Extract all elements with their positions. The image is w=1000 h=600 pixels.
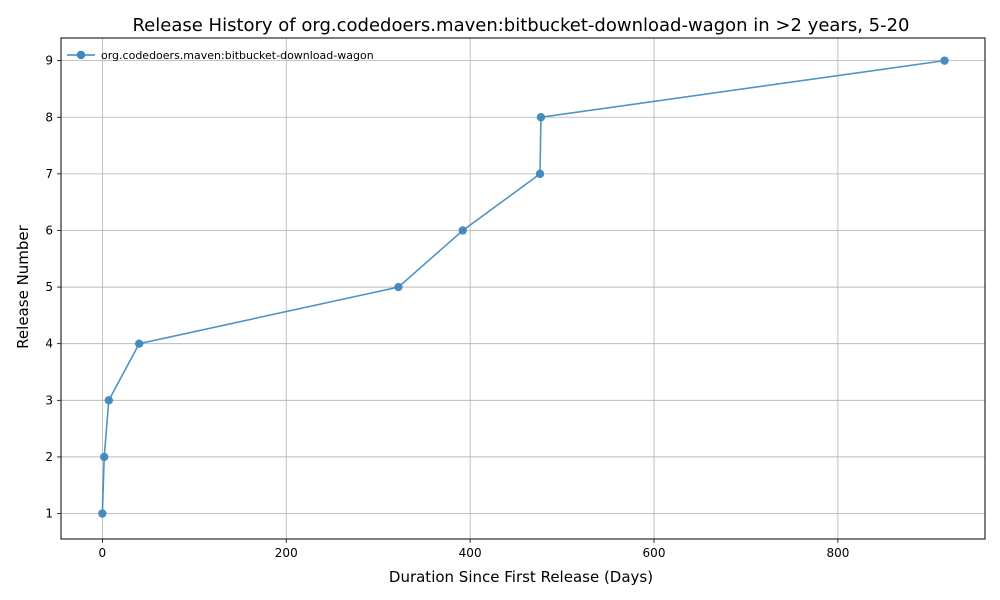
x-tick-label: 800 <box>826 546 849 560</box>
data-point <box>940 56 949 65</box>
y-tick-label: 5 <box>45 280 53 294</box>
x-tick-label: 200 <box>275 546 298 560</box>
legend: org.codedoers.maven:bitbucket-download-w… <box>67 49 374 62</box>
data-point <box>98 509 107 518</box>
y-tick-label: 7 <box>45 167 53 181</box>
data-point <box>100 452 109 462</box>
y-tick-label: 9 <box>45 54 53 68</box>
data-point <box>394 282 403 292</box>
y-tick-label: 1 <box>45 507 53 521</box>
grid-lines <box>61 38 985 539</box>
x-axis-label: Duration Since First Release (Days) <box>389 568 653 586</box>
y-axis-label: Release Number <box>14 224 32 348</box>
data-point <box>104 396 114 405</box>
plot-frame <box>60 37 986 540</box>
x-tick-label: 0 <box>99 546 107 560</box>
data-point <box>134 339 144 348</box>
y-tick-label: 6 <box>45 223 53 237</box>
y-tick-label: 8 <box>45 110 53 124</box>
data-point <box>536 113 546 122</box>
legend-entry-label: org.codedoers.maven:bitbucket-download-w… <box>101 49 374 62</box>
axis-ticks: 0 200 400 600 800 1 2 3 4 5 6 7 8 9 <box>45 54 849 560</box>
data-point <box>535 169 545 179</box>
data-point <box>458 226 467 235</box>
x-tick-label: 400 <box>459 546 482 560</box>
y-tick-label: 3 <box>45 393 53 407</box>
legend-marker-swatch <box>76 50 86 60</box>
chart-title: Release History of org.codedoers.maven:b… <box>132 15 909 36</box>
series-layer <box>98 56 949 518</box>
y-tick-label: 2 <box>45 450 53 464</box>
x-tick-label: 600 <box>643 546 666 560</box>
y-tick-label: 4 <box>45 337 53 351</box>
